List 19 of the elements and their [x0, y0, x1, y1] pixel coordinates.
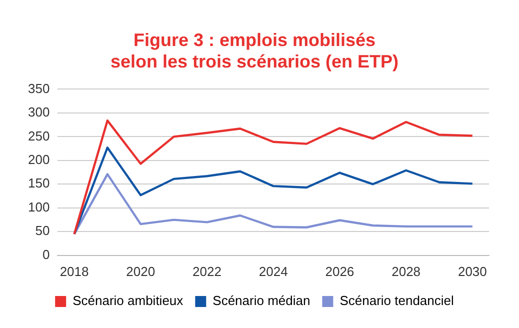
- x-tick-label: 2030: [458, 264, 487, 279]
- y-tick-label: 250: [28, 128, 50, 144]
- y-tick-label: 100: [28, 199, 50, 214]
- legend-label: Scénario médian: [212, 293, 310, 308]
- legend-label: Scénario ambitieux: [72, 293, 184, 308]
- y-tick-label: 0: [42, 246, 50, 262]
- chart-title: Figure 3 : emplois mobilisés selon les trois scénarios (en ETP): [110, 30, 399, 72]
- legend-label: Scénario tendanciel: [340, 293, 454, 308]
- x-tick-label: 2028: [392, 264, 421, 279]
- x-tick-label: 2018: [60, 264, 89, 279]
- y-tick-label: 350: [28, 80, 50, 96]
- x-tick-label: 2024: [258, 264, 288, 279]
- x-tick-label: 2026: [325, 264, 354, 279]
- y-tick-label: 50: [35, 223, 50, 238]
- x-tick-label: 2020: [126, 264, 156, 279]
- x-tick-label: 2022: [192, 264, 222, 279]
- y-tick-label: 300: [28, 104, 50, 120]
- y-tick-label: 150: [28, 176, 50, 191]
- y-tick-label: 200: [28, 152, 50, 168]
